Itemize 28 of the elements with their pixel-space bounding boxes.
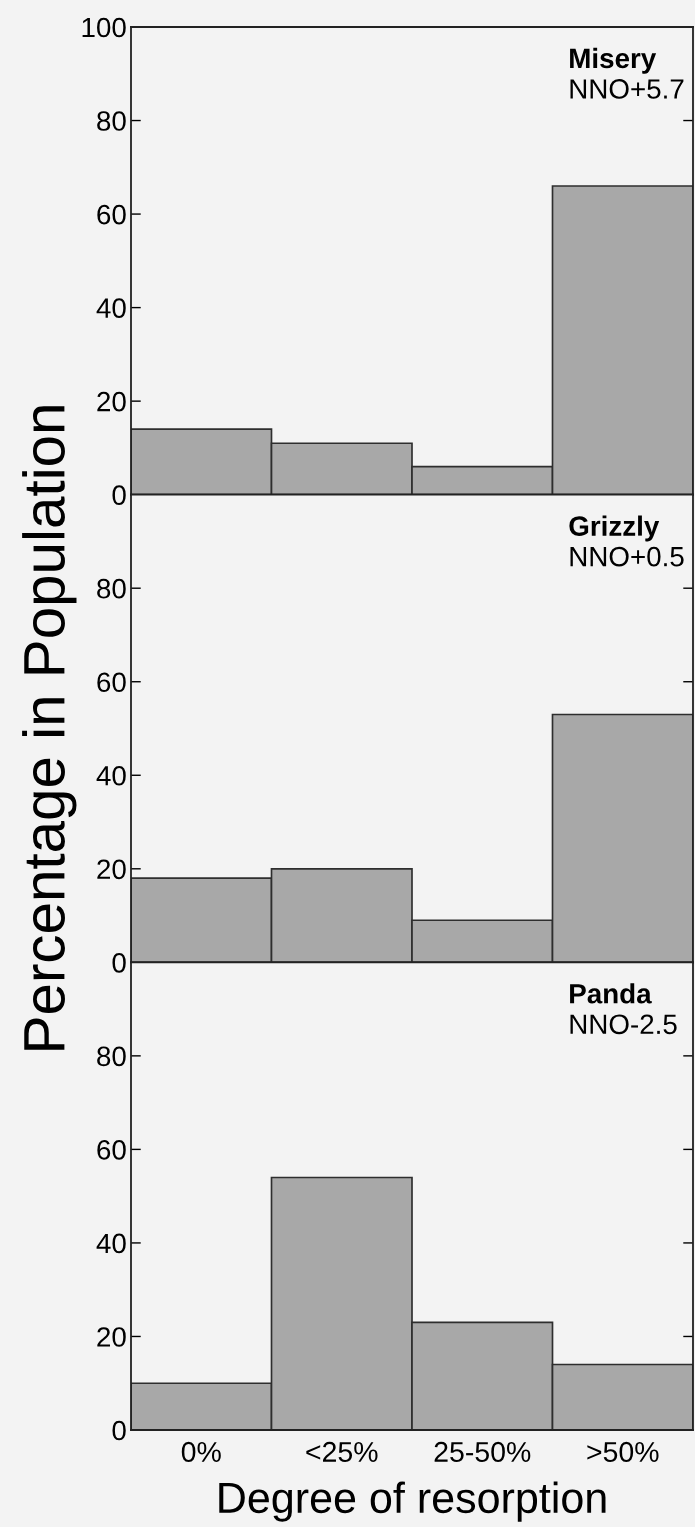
y-tick-label: 20 — [97, 859, 126, 880]
text: NNO-2.5 — [570, 1014, 677, 1035]
x-tick-label: 0% — [181, 1441, 221, 1463]
y-tick-label: 20 — [97, 1327, 126, 1347]
y-tick-label: 100 — [82, 17, 126, 38]
y-tick-label: 20 — [97, 391, 126, 412]
text: NNO+0.5 — [570, 546, 684, 567]
y-axis-title: Percentage in Population — [22, 406, 77, 1050]
y-tick-label: 40 — [96, 765, 126, 786]
y-tick-label: 60 — [97, 1140, 126, 1160]
y-tick-label: 80 — [97, 1046, 126, 1067]
y-tick-label: 0 — [112, 1420, 126, 1441]
x-axis-title: Degree of resorption — [219, 1481, 606, 1522]
text: Misery — [570, 47, 657, 74]
y-tick-label: 40 — [96, 298, 126, 318]
text: Panda — [570, 983, 652, 1004]
y-tick-label: 60 — [97, 672, 126, 693]
y-tick-label: 60 — [97, 204, 126, 225]
text: NNO+5.7 — [570, 79, 684, 99]
x-tick-label: 25-50% — [434, 1441, 531, 1463]
text: Grizzly — [569, 515, 660, 542]
y-tick-label: 0 — [112, 953, 126, 973]
x-tick-label: >50% — [587, 1441, 659, 1463]
x-tick-label: <25% — [306, 1441, 378, 1463]
y-tick-label: 0 — [112, 485, 126, 506]
y-tick-label: 80 — [97, 578, 126, 599]
y-tick-label: 40 — [96, 1233, 126, 1254]
y-tick-label: 80 — [97, 111, 126, 131]
